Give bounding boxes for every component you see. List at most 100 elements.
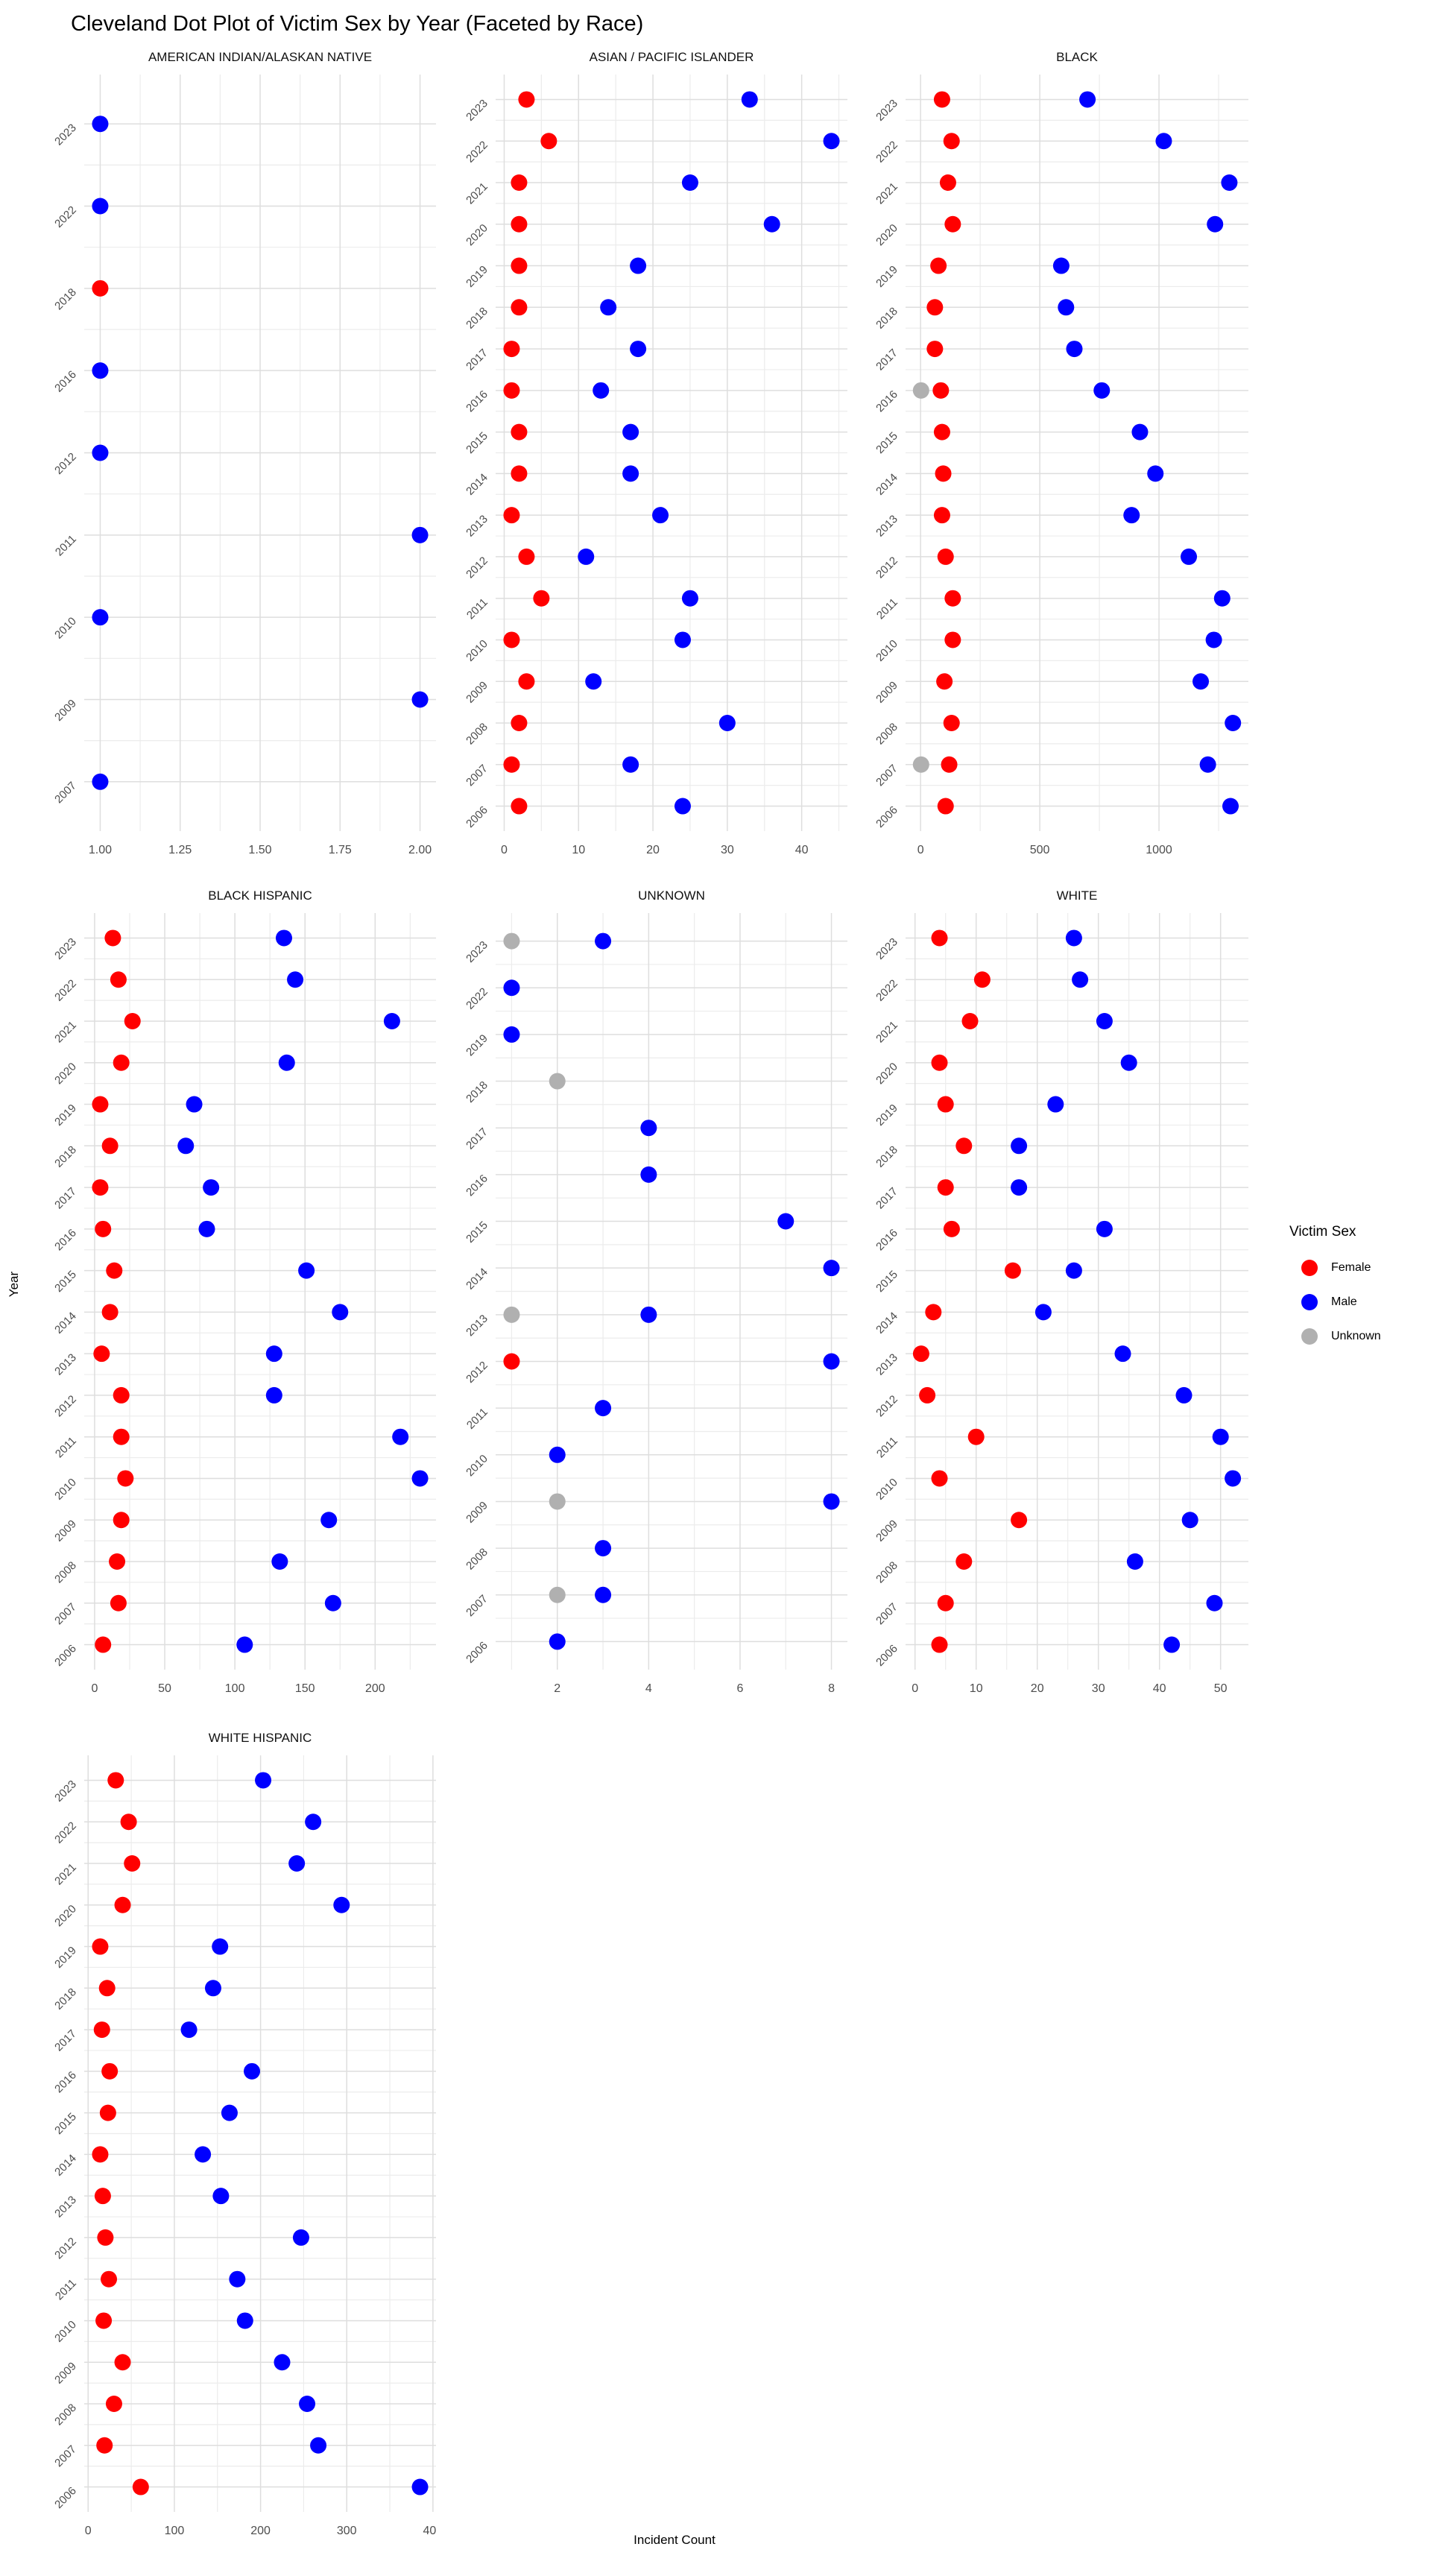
data-point-female xyxy=(943,133,960,150)
x-tick-label: 30 xyxy=(721,844,734,856)
data-point-female xyxy=(92,2146,109,2163)
data-point-male xyxy=(265,1386,282,1404)
y-tick-label: 2018 xyxy=(52,286,79,313)
data-point-male xyxy=(288,1855,306,1872)
y-tick-label: 2017 xyxy=(52,2027,79,2054)
legend-items: Female Male Unknown xyxy=(1288,1251,1430,1354)
y-tick-label: 2010 xyxy=(464,637,490,664)
data-point-female xyxy=(98,1980,116,1997)
data-point-female xyxy=(97,2229,114,2246)
data-point-female xyxy=(511,465,528,482)
y-tick-label: 2018 xyxy=(52,1986,79,2012)
data-point-female xyxy=(109,1553,126,1570)
data-point-male xyxy=(622,465,639,482)
y-tick-label: 2022 xyxy=(52,203,79,230)
x-tick-label: 1.75 xyxy=(329,844,352,856)
y-tick-label: 2018 xyxy=(464,305,490,332)
data-point-female xyxy=(511,215,528,233)
y-tick-label: 2011 xyxy=(464,1406,490,1432)
y-tick-label: 2023 xyxy=(464,97,490,124)
data-point-female xyxy=(955,1553,973,1570)
data-point-male xyxy=(255,1772,272,1789)
x-tick-label: 8 xyxy=(828,1682,835,1695)
data-point-male xyxy=(1131,423,1149,441)
data-point-unknown xyxy=(912,756,929,773)
data-point-female xyxy=(95,1220,112,1237)
data-point-female xyxy=(931,1470,948,1487)
data-point-female xyxy=(540,133,557,150)
data-point-male xyxy=(411,526,429,543)
data-point-female xyxy=(935,465,952,482)
data-point-female xyxy=(943,1220,960,1237)
data-point-male xyxy=(630,257,647,274)
y-tick-label: 2007 xyxy=(52,780,79,806)
x-tick-label: 100 xyxy=(225,1682,245,1695)
data-point-male xyxy=(274,2354,291,2371)
facet-panel-white-hispanic: 2023 2022 2021 2020 2019 2018 2017 2016 2015 2014… xyxy=(52,1755,443,2537)
y-axis-title: Year xyxy=(7,1271,21,1298)
data-point-female xyxy=(961,1013,979,1029)
data-point-female xyxy=(106,1262,123,1279)
y-tick-label: 2009 xyxy=(464,1499,490,1526)
x-tick-label: 0 xyxy=(91,1682,98,1695)
data-point-male xyxy=(203,1179,220,1196)
data-point-female xyxy=(104,929,121,947)
data-point-unknown xyxy=(503,932,520,950)
data-point-female xyxy=(95,1636,112,1653)
y-tick-label: 2009 xyxy=(52,2360,79,2387)
y-tick-label: 2011 xyxy=(874,1435,900,1461)
data-point-male xyxy=(392,1428,409,1445)
x-tick-label: 1.25 xyxy=(168,844,192,856)
y-tick-label: 2007 xyxy=(874,763,900,789)
male-dot-icon xyxy=(1301,1294,1318,1310)
y-tick-label: 2007 xyxy=(464,1593,490,1620)
data-point-male xyxy=(332,1304,349,1321)
y-tick-label: 2017 xyxy=(52,1185,79,1212)
y-tick-label: 2021 xyxy=(52,1861,79,1888)
x-tick-label: 40 xyxy=(795,844,809,856)
data-point-female xyxy=(939,174,956,191)
y-tick-label: 2008 xyxy=(874,1559,900,1586)
data-point-female xyxy=(936,673,953,690)
y-tick-label: 2012 xyxy=(52,1393,79,1420)
x-tick-label: 300 xyxy=(337,2525,357,2537)
data-point-male xyxy=(1192,673,1210,690)
data-point-female xyxy=(503,382,520,399)
y-tick-label: 2020 xyxy=(874,1061,900,1087)
data-point-female xyxy=(101,1304,119,1321)
facet-unknown: UNKNOWN 2023 2022 2019 2018 2017 2016 2015 2014 2… xyxy=(426,885,847,1708)
y-tick-label: 2023 xyxy=(52,1778,79,1805)
y-tick-label: 2007 xyxy=(52,2443,79,2470)
y-tick-label: 2010 xyxy=(52,2318,79,2345)
data-point-male xyxy=(595,1586,612,1603)
data-point-female xyxy=(943,715,960,731)
y-tick-label: 2021 xyxy=(874,1019,900,1046)
data-point-male xyxy=(236,1636,253,1653)
x-tick-label: 10 xyxy=(572,844,585,856)
y-tick-label: 2015 xyxy=(52,2110,79,2137)
x-tick-label: 100 xyxy=(165,2525,185,2537)
data-point-male xyxy=(681,590,698,607)
data-point-female xyxy=(518,91,535,108)
data-point-male xyxy=(204,1980,221,1997)
data-point-male xyxy=(1072,971,1089,988)
y-tick-label: 2015 xyxy=(464,429,490,456)
facet-title: BLACK xyxy=(1056,50,1098,64)
data-point-female xyxy=(101,2270,118,2288)
y-tick-label: 2023 xyxy=(52,935,79,962)
data-point-male xyxy=(1065,1262,1082,1279)
x-tick-label: 20 xyxy=(646,844,660,856)
data-point-male xyxy=(652,507,669,524)
data-point-male xyxy=(595,1540,612,1557)
data-point-female xyxy=(1004,1262,1021,1279)
data-point-male xyxy=(630,341,647,358)
data-point-male xyxy=(287,971,304,988)
data-point-female xyxy=(933,507,950,524)
data-point-male xyxy=(1163,1636,1181,1653)
data-point-male xyxy=(503,1026,520,1043)
data-point-female xyxy=(113,1428,130,1445)
data-point-male xyxy=(177,1137,195,1155)
y-tick-label: 2006 xyxy=(52,2484,79,2511)
data-point-male xyxy=(1047,1096,1064,1113)
data-point-female xyxy=(533,590,550,607)
